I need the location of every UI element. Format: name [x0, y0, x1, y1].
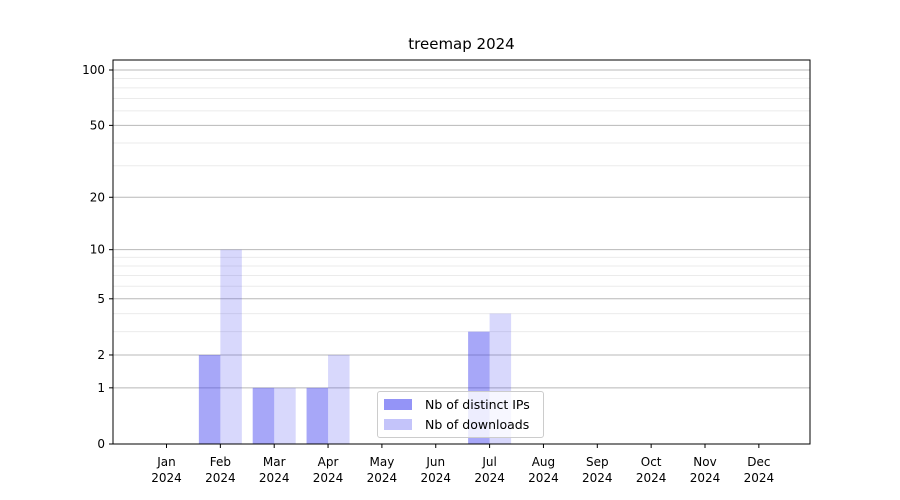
- x-tick-month-label: Jun: [425, 455, 445, 469]
- bar-feb-series0: [198, 354, 221, 444]
- x-tick-month-label: May: [369, 455, 394, 469]
- x-tick-year-label: 2024: [690, 471, 721, 485]
- x-tick-month-label: Nov: [693, 455, 716, 469]
- legend-swatch-distinct-ips: [384, 398, 412, 410]
- legend-entry-distinct-ips: Nb of distinct IPs: [384, 394, 538, 415]
- legend-entry-downloads: Nb of downloads: [384, 415, 538, 436]
- bar-mar-series1: [274, 387, 296, 444]
- x-tick-year-label: 2024: [582, 471, 613, 485]
- y-tick-label: 5: [97, 292, 105, 306]
- y-tick-label: 2: [97, 348, 105, 362]
- x-tick-month-label: Dec: [747, 455, 770, 469]
- bar-mar-series0: [252, 387, 275, 444]
- axes-spines: [112, 59, 811, 445]
- x-tick-month-label: Aug: [532, 455, 555, 469]
- y-tick-label: 20: [90, 190, 105, 204]
- x-tick-year-label: 2024: [313, 471, 344, 485]
- y-tick-label: 10: [90, 243, 105, 257]
- x-tick-month-label: Feb: [210, 455, 231, 469]
- x-tick-month-label: Oct: [641, 455, 662, 469]
- x-tick-year-label: 2024: [420, 471, 451, 485]
- x-tick-month-label: Sep: [586, 455, 609, 469]
- x-tick-year-label: 2024: [205, 471, 236, 485]
- x-tick-month-label: Apr: [318, 455, 339, 469]
- y-tick-label: 0: [97, 437, 105, 451]
- chart-title: treemap 2024: [408, 35, 515, 53]
- legend-swatch-downloads: [384, 419, 412, 431]
- bar-apr-series0: [306, 387, 329, 444]
- y-tick-label: 1: [97, 381, 105, 395]
- legend-label-downloads: Nb of downloads: [425, 417, 530, 433]
- x-tick-year-label: 2024: [636, 471, 667, 485]
- x-tick-month-label: Jan: [156, 455, 176, 469]
- x-tick-month-label: Mar: [263, 455, 286, 469]
- x-tick-year-label: 2024: [528, 471, 559, 485]
- y-tick-label: 50: [90, 118, 105, 132]
- x-tick-year-label: 2024: [367, 471, 398, 485]
- x-tick-year-label: 2024: [151, 471, 182, 485]
- x-tick-month-label: Jul: [481, 455, 496, 469]
- legend-label-distinct-ips: Nb of distinct IPs: [425, 396, 530, 412]
- bar-feb-series1: [220, 249, 242, 444]
- legend: Nb of distinct IPs Nb of downloads: [377, 391, 544, 438]
- y-tick-label: 100: [82, 63, 105, 77]
- bar-apr-series1: [328, 354, 350, 444]
- x-tick-year-label: 2024: [474, 471, 505, 485]
- x-tick-year-label: 2024: [744, 471, 775, 485]
- x-tick-year-label: 2024: [259, 471, 290, 485]
